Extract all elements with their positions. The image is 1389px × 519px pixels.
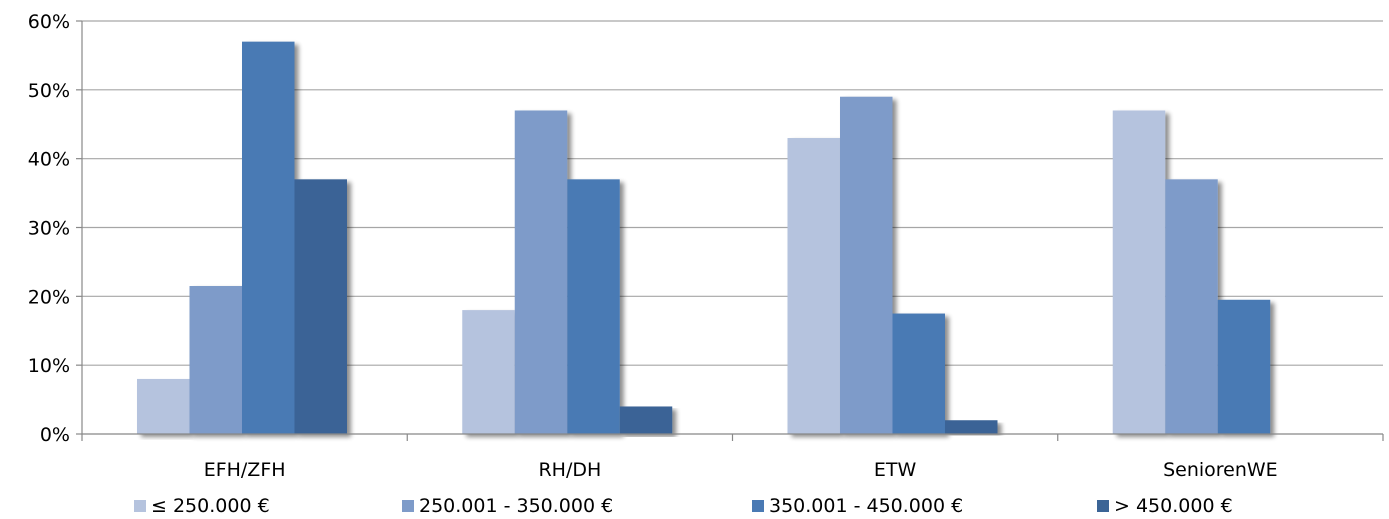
legend-label: 250.001 - 350.000 € — [419, 495, 613, 517]
category-label: ETW — [874, 459, 917, 481]
y-tick-label: 60% — [28, 11, 70, 33]
bar — [892, 313, 945, 434]
x-axis — [81, 21, 1384, 441]
y-tick-label: 0% — [40, 424, 70, 446]
bar — [242, 41, 295, 435]
legend-swatch — [1097, 500, 1109, 512]
legend-swatch — [402, 500, 414, 512]
legend: ≤ 250.000 € 250.001 - 350.000 € 350.001 - … — [134, 495, 1233, 517]
legend-label: ≤ 250.000 € — [151, 495, 270, 517]
bar — [189, 286, 242, 434]
category-label: EFH/ZFH — [204, 459, 286, 481]
y-tick-label: 40% — [28, 149, 70, 171]
bar — [1217, 299, 1271, 434]
y-tick-label: 20% — [28, 286, 70, 308]
bar — [567, 179, 620, 434]
bar — [619, 406, 673, 434]
y-tick-label: 30% — [28, 218, 70, 240]
legend-label: 350.001 - 450.000 € — [769, 495, 963, 517]
category-label: SeniorenWE — [1163, 459, 1278, 481]
legend-swatch — [752, 500, 764, 512]
bar — [1165, 179, 1218, 434]
bar — [137, 378, 190, 434]
legend-swatch — [134, 500, 146, 512]
y-axis-labels: 0% 10% 20% 30% 40% 50% 60% — [28, 11, 70, 446]
legend-label: > 450.000 € — [1114, 495, 1233, 517]
bar — [1112, 110, 1166, 434]
bar — [514, 110, 568, 434]
bar — [294, 179, 347, 434]
y-tick-label: 10% — [28, 355, 70, 377]
bar — [840, 96, 893, 434]
bar — [945, 420, 998, 434]
y-tick-label: 50% — [28, 80, 70, 102]
category-labels: EFH/ZFH RH/DH ETW SeniorenWE — [204, 459, 1278, 481]
category-label: RH/DH — [538, 459, 601, 481]
bars — [137, 41, 1271, 435]
bar — [462, 310, 515, 434]
bar — [787, 138, 840, 434]
